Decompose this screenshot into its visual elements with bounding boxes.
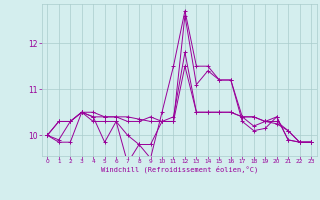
X-axis label: Windchill (Refroidissement éolien,°C): Windchill (Refroidissement éolien,°C)	[100, 166, 258, 173]
